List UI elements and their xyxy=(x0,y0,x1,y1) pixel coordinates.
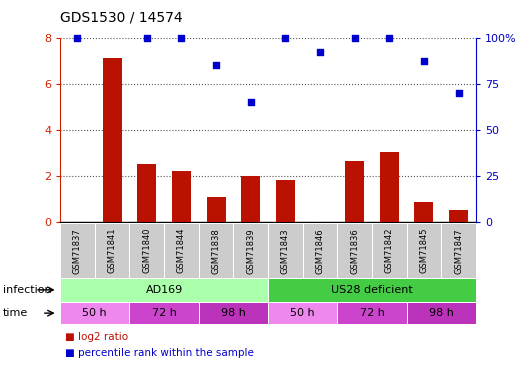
Text: 72 h: 72 h xyxy=(152,308,177,318)
Text: GSM71845: GSM71845 xyxy=(419,228,428,273)
Point xyxy=(73,34,82,40)
Bar xyxy=(268,302,337,324)
Text: GSM71843: GSM71843 xyxy=(281,228,290,273)
Text: infection: infection xyxy=(3,285,51,295)
Bar xyxy=(337,302,407,324)
Point xyxy=(177,34,186,40)
Bar xyxy=(414,202,434,222)
Bar xyxy=(164,223,199,278)
Text: ■ percentile rank within the sample: ■ percentile rank within the sample xyxy=(65,348,254,358)
Text: ■ log2 ratio: ■ log2 ratio xyxy=(65,332,129,342)
Point xyxy=(143,34,151,40)
Text: GDS1530 / 14574: GDS1530 / 14574 xyxy=(60,10,183,24)
Bar xyxy=(129,302,199,324)
Text: GSM71842: GSM71842 xyxy=(385,228,394,273)
Text: US28 deficient: US28 deficient xyxy=(331,285,413,295)
Bar xyxy=(199,223,233,278)
Point xyxy=(350,34,359,40)
Point xyxy=(420,58,428,64)
Bar xyxy=(303,223,337,278)
Text: 50 h: 50 h xyxy=(290,308,315,318)
Bar xyxy=(172,171,191,222)
Bar xyxy=(268,278,476,302)
Bar xyxy=(60,278,268,302)
Point xyxy=(385,34,393,40)
Bar xyxy=(207,196,225,222)
Bar xyxy=(407,302,476,324)
Bar xyxy=(345,161,364,222)
Bar xyxy=(441,223,476,278)
Bar xyxy=(129,223,164,278)
Bar xyxy=(449,210,468,222)
Text: 98 h: 98 h xyxy=(429,308,454,318)
Bar xyxy=(60,302,129,324)
Point xyxy=(454,90,463,96)
Bar xyxy=(95,223,129,278)
Point xyxy=(246,99,255,105)
Text: GSM71847: GSM71847 xyxy=(454,228,463,273)
Text: 72 h: 72 h xyxy=(359,308,384,318)
Text: 50 h: 50 h xyxy=(83,308,107,318)
Text: GSM71840: GSM71840 xyxy=(142,228,151,273)
Bar xyxy=(241,176,260,222)
Point xyxy=(281,34,290,40)
Text: 98 h: 98 h xyxy=(221,308,246,318)
Text: time: time xyxy=(3,308,28,318)
Text: GSM71841: GSM71841 xyxy=(108,228,117,273)
Bar xyxy=(268,223,303,278)
Point xyxy=(316,49,324,55)
Bar xyxy=(372,223,407,278)
Bar xyxy=(103,58,122,222)
Bar xyxy=(276,180,295,222)
Bar xyxy=(199,302,268,324)
Text: GSM71838: GSM71838 xyxy=(212,228,221,274)
Text: GSM71839: GSM71839 xyxy=(246,228,255,273)
Point xyxy=(212,62,220,68)
Text: GSM71837: GSM71837 xyxy=(73,228,82,274)
Text: GSM71836: GSM71836 xyxy=(350,228,359,274)
Bar xyxy=(233,223,268,278)
Text: GSM71844: GSM71844 xyxy=(177,228,186,273)
Bar xyxy=(60,223,95,278)
Bar xyxy=(407,223,441,278)
Text: GSM71846: GSM71846 xyxy=(315,228,324,273)
Bar xyxy=(380,152,399,222)
Text: AD169: AD169 xyxy=(145,285,183,295)
Bar xyxy=(137,164,156,222)
Bar xyxy=(337,223,372,278)
